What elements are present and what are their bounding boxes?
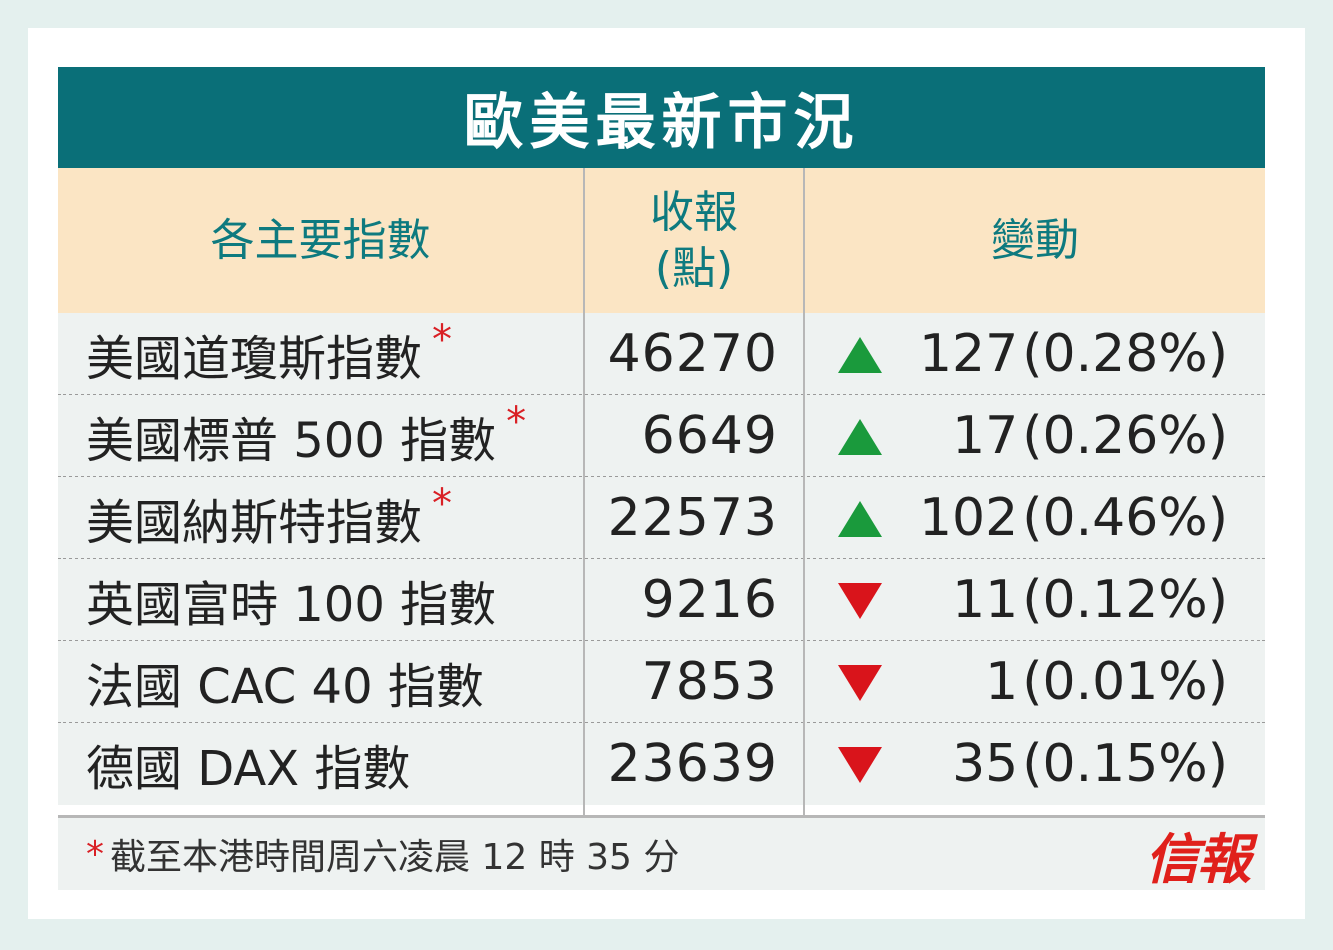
close-value: 23639 xyxy=(607,734,778,794)
header-close: 收報 (點) xyxy=(585,168,803,313)
change-value: 35 xyxy=(952,734,1019,794)
footnote: * 截至本港時間周六凌晨 12 時 35 分 xyxy=(86,818,679,890)
header-change: 變動 xyxy=(805,168,1265,313)
down-triangle-shape xyxy=(838,583,882,619)
close-value: 22573 xyxy=(607,488,778,548)
header-change-label: 變動 xyxy=(991,214,1079,266)
index-name-cell: 法國 CAC 40 指數 xyxy=(86,641,484,723)
index-name: 美國納斯特指數 xyxy=(86,495,423,551)
table-footer: * 截至本港時間周六凌晨 12 時 35 分 信報 xyxy=(58,815,1265,891)
table-row: 美國道瓊斯指數 * 46270 127 (0.28%) xyxy=(58,313,1265,397)
index-name: 德國 DAX 指數 xyxy=(86,741,411,797)
table-row: 英國富時 100 指數 9216 11 (0.12%) xyxy=(58,559,1265,643)
index-name-cell: 美國道瓊斯指數 * xyxy=(86,313,452,395)
brand-logo: 信報 xyxy=(1145,826,1251,891)
change-cell: 35 (0.15%) xyxy=(908,723,1228,805)
column-divider-1 xyxy=(583,168,585,815)
table-row: 美國標普 500 指數 * 6649 17 (0.26%) xyxy=(58,395,1265,479)
change-percent: (0.28%) xyxy=(1022,324,1228,384)
change-cell: 127 (0.28%) xyxy=(908,313,1228,395)
close-value: 46270 xyxy=(607,324,778,384)
index-name: 法國 CAC 40 指數 xyxy=(86,659,484,715)
change-percent: (0.12%) xyxy=(1022,570,1228,630)
down-triangle-icon xyxy=(838,665,882,701)
table-header: 各主要指數 收報 (點) 變動 xyxy=(58,168,1265,313)
change-value: 102 xyxy=(918,488,1019,548)
down-triangle-shape xyxy=(838,665,882,701)
asterisk-mark: * xyxy=(432,481,453,527)
table-row: 法國 CAC 40 指數 7853 1 (0.01%) xyxy=(58,641,1265,725)
header-index-label: 各主要指數 xyxy=(210,214,431,266)
up-triangle-icon xyxy=(838,419,882,455)
change-cell: 102 (0.46%) xyxy=(908,477,1228,559)
up-triangle-icon xyxy=(838,501,882,537)
change-cell: 11 (0.12%) xyxy=(908,559,1228,641)
table-row: 德國 DAX 指數 23639 35 (0.15%) xyxy=(58,723,1265,805)
down-triangle-icon xyxy=(838,583,882,619)
change-percent: (0.15%) xyxy=(1022,734,1228,794)
up-triangle-shape xyxy=(838,419,882,455)
change-value: 127 xyxy=(918,324,1019,384)
change-value: 1 xyxy=(985,652,1019,712)
index-name: 美國道瓊斯指數 xyxy=(86,331,423,387)
table-row: 美國納斯特指數 * 22573 102 (0.46%) xyxy=(58,477,1265,561)
footnote-text: 截至本港時間周六凌晨 12 時 35 分 xyxy=(110,837,680,878)
index-name-cell: 英國富時 100 指數 xyxy=(86,559,496,641)
change-value: 11 xyxy=(952,570,1019,630)
column-divider-2 xyxy=(803,168,805,815)
change-percent: (0.01%) xyxy=(1022,652,1228,712)
down-triangle-shape xyxy=(838,747,882,783)
change-value: 17 xyxy=(952,406,1019,466)
close-value: 6649 xyxy=(641,406,778,466)
index-name-cell: 德國 DAX 指數 xyxy=(86,723,410,805)
down-triangle-icon xyxy=(838,747,882,783)
close-value: 9216 xyxy=(641,570,778,630)
close-value: 7853 xyxy=(641,652,778,712)
index-name: 美國標普 500 指數 xyxy=(86,413,497,469)
index-name-cell: 美國納斯特指數 * xyxy=(86,477,452,559)
change-cell: 17 (0.26%) xyxy=(908,395,1228,477)
change-cell: 1 (0.01%) xyxy=(908,641,1228,723)
header-close-label: 收報 xyxy=(650,186,738,238)
up-triangle-shape xyxy=(838,337,882,373)
index-name-cell: 美國標普 500 指數 * xyxy=(86,395,526,477)
header-close-unit: (點) xyxy=(654,242,734,294)
header-index: 各主要指數 xyxy=(58,168,583,313)
change-percent: (0.26%) xyxy=(1022,406,1228,466)
footnote-star: * xyxy=(86,833,104,875)
asterisk-mark: * xyxy=(432,317,453,363)
index-name: 英國富時 100 指數 xyxy=(86,577,497,633)
up-triangle-icon xyxy=(838,337,882,373)
table-title: 歐美最新市況 xyxy=(58,67,1265,168)
asterisk-mark: * xyxy=(506,399,527,445)
change-percent: (0.46%) xyxy=(1022,488,1228,548)
up-triangle-shape xyxy=(838,501,882,537)
